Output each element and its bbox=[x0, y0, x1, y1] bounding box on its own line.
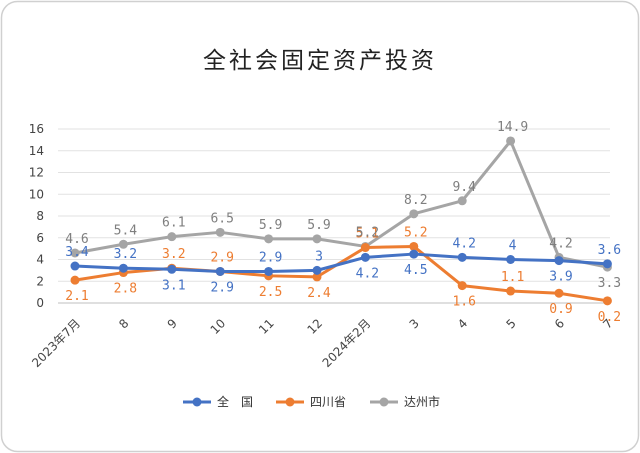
data-point bbox=[457, 252, 467, 262]
data-label: 2.9 bbox=[210, 250, 233, 265]
data-point bbox=[215, 227, 225, 237]
data-label: 3.3 bbox=[598, 276, 621, 291]
data-label: 8.2 bbox=[404, 193, 427, 208]
data-label: 5.1 bbox=[356, 227, 379, 242]
data-point bbox=[264, 266, 274, 276]
data-label: 2.5 bbox=[259, 285, 282, 300]
data-point bbox=[409, 241, 419, 251]
y-tick-label: 8 bbox=[36, 209, 44, 223]
data-point bbox=[118, 239, 128, 249]
data-point bbox=[167, 232, 177, 242]
data-label: 3.2 bbox=[114, 247, 137, 262]
legend-label: 四川省 bbox=[310, 395, 346, 409]
data-label: 1.1 bbox=[501, 270, 524, 285]
data-label: 6.5 bbox=[210, 211, 233, 226]
y-tick-label: 16 bbox=[29, 122, 44, 136]
legend-label: 全 国 bbox=[217, 394, 253, 409]
data-label: 5.2 bbox=[356, 225, 379, 240]
series-lines bbox=[70, 136, 612, 306]
data-point bbox=[264, 234, 274, 244]
data-point bbox=[70, 275, 80, 285]
data-point bbox=[312, 265, 322, 275]
data-point bbox=[554, 288, 564, 298]
y-tick-label: 6 bbox=[36, 231, 44, 245]
data-label: 4.6 bbox=[65, 232, 88, 247]
data-point bbox=[409, 249, 419, 259]
data-label: 3.6 bbox=[598, 243, 621, 258]
data-label: 4 bbox=[509, 239, 517, 254]
y-tick-label: 10 bbox=[29, 187, 44, 201]
data-label: 2.1 bbox=[65, 289, 88, 304]
data-label: 2.4 bbox=[307, 286, 331, 301]
legend-marker bbox=[285, 397, 295, 407]
data-label: 2.9 bbox=[210, 280, 233, 295]
y-tick-label: 12 bbox=[29, 166, 44, 180]
y-tick-label: 4 bbox=[36, 253, 44, 267]
data-labels: 3.4 3.2 3.1 2.9 2.9 3 4.2 4.5 4.2 4 3.9 3.6 2.1 2.8 3.… bbox=[65, 120, 621, 325]
y-tick-label: 14 bbox=[29, 144, 44, 158]
data-label: 5.2 bbox=[404, 225, 427, 240]
data-label: 2.8 bbox=[114, 282, 137, 297]
data-label: 3.2 bbox=[162, 247, 185, 262]
y-tick-label: 0 bbox=[36, 296, 44, 310]
data-label: 4.2 bbox=[452, 236, 475, 251]
data-label: 1.6 bbox=[452, 295, 475, 310]
data-point bbox=[360, 252, 370, 262]
data-point bbox=[118, 263, 128, 273]
data-point bbox=[506, 136, 516, 146]
data-label: 3.1 bbox=[162, 278, 185, 293]
data-point bbox=[360, 243, 370, 253]
data-point bbox=[70, 261, 80, 271]
data-label: 9.4 bbox=[452, 180, 476, 195]
data-label: 4.5 bbox=[404, 263, 427, 278]
data-point bbox=[457, 196, 467, 206]
data-label: 2.9 bbox=[259, 250, 282, 265]
data-label: 0.9 bbox=[549, 302, 572, 317]
data-point bbox=[457, 281, 467, 291]
data-label: 5.9 bbox=[259, 218, 282, 233]
series-line bbox=[73, 139, 609, 269]
data-label: 14.9 bbox=[497, 120, 528, 135]
data-point bbox=[70, 248, 80, 258]
data-point bbox=[167, 264, 177, 274]
legend-marker bbox=[379, 397, 389, 407]
legend-marker bbox=[192, 397, 202, 407]
series-line bbox=[73, 252, 609, 273]
data-point bbox=[409, 209, 419, 219]
data-point bbox=[506, 286, 516, 296]
data-label: 4.2 bbox=[549, 236, 572, 251]
data-point bbox=[312, 234, 322, 244]
data-label: 4.2 bbox=[356, 266, 379, 281]
gridlines bbox=[58, 128, 610, 304]
data-label: 5.9 bbox=[307, 218, 330, 233]
legend-label: 达州市 bbox=[404, 394, 440, 409]
data-point bbox=[506, 255, 516, 264]
data-label: 3.4 bbox=[65, 245, 89, 260]
legend: 全 国 四川省 达州市 bbox=[183, 394, 440, 409]
data-label: 6.1 bbox=[162, 216, 185, 231]
data-point bbox=[602, 259, 612, 269]
data-point bbox=[215, 266, 225, 276]
data-label: 0.2 bbox=[598, 310, 621, 325]
data-label: 3.9 bbox=[549, 270, 572, 285]
data-point bbox=[554, 256, 564, 266]
chart-title: 全社会固定资产投资 bbox=[203, 48, 437, 74]
y-tick-label: 2 bbox=[36, 274, 44, 288]
data-label: 5.4 bbox=[114, 223, 138, 238]
data-point bbox=[602, 296, 612, 306]
data-label: 3 bbox=[315, 249, 323, 264]
data-point bbox=[312, 272, 322, 282]
